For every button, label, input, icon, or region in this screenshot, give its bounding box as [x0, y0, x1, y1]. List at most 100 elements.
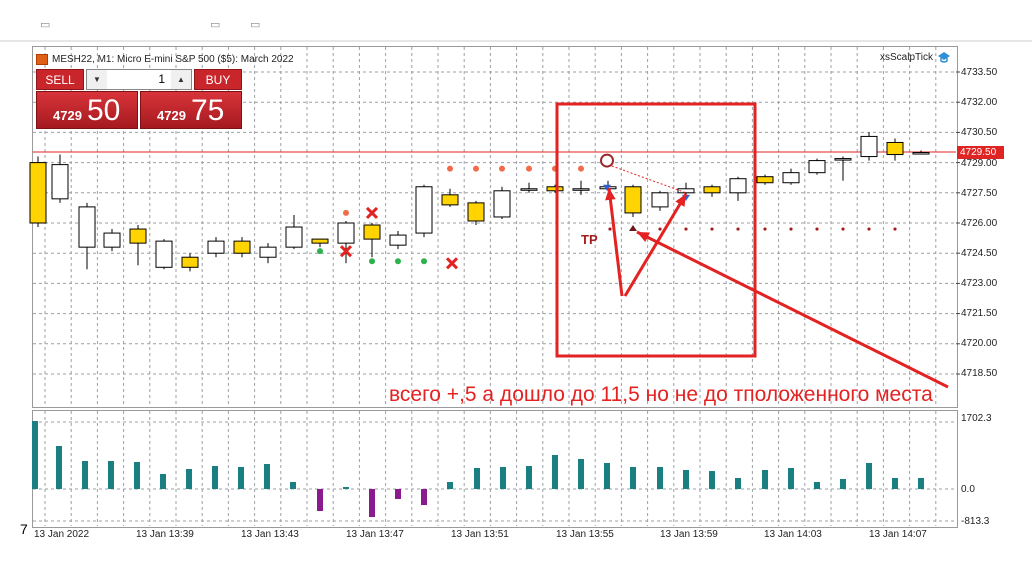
- price-scale-label: 4726.00: [961, 218, 998, 229]
- time-axis-label: 13 Jan 13:55: [556, 529, 614, 540]
- toolbar-icon[interactable]: ▭: [250, 19, 261, 31]
- price-scale-label: 4721.50: [961, 308, 998, 319]
- candle-body: [129, 228, 147, 244]
- signal-dot-sell: [526, 165, 532, 172]
- time-axis-label: 13 Jan 13:59: [660, 529, 718, 540]
- volume-bar: [918, 478, 924, 489]
- volume-bar: [343, 487, 349, 489]
- lot-increase-icon[interactable]: ▲: [171, 70, 191, 89]
- arrow-to-tp-head: [637, 232, 650, 243]
- chart-title: MESH22, M1: Micro E-mini S&P 500 ($5): M…: [52, 53, 294, 65]
- volume-bar: [290, 482, 296, 489]
- arrow-to-entry-head: [605, 188, 616, 201]
- terminal-toolbar: ▭ ▭ ▭: [0, 0, 1032, 44]
- volume-bar: [32, 421, 38, 489]
- candle-body: [441, 194, 459, 206]
- volume-bar: [814, 482, 820, 489]
- candle-body: [363, 224, 381, 240]
- candle-body: [311, 238, 329, 244]
- signal-dot-buy: [369, 258, 375, 265]
- candle-body: [259, 246, 277, 258]
- ask-price-prefix: 4729: [157, 108, 186, 123]
- candle-body: [493, 190, 511, 218]
- candle-body: [207, 240, 225, 254]
- volume-bar: [56, 446, 62, 489]
- volume-bar: [604, 463, 610, 489]
- chart-header: MESH22, M1: Micro E-mini S&P 500 ($5): M…: [36, 51, 294, 67]
- price-scale-label: 4724.50: [961, 248, 998, 259]
- tp-dot: [710, 227, 714, 231]
- time-axis-label: 13 Jan 13:51: [451, 529, 509, 540]
- volume-bar: [108, 461, 114, 489]
- volume-bar: [421, 489, 427, 505]
- price-scale-label: 4727.50: [961, 188, 998, 199]
- toolbar-separator: [0, 40, 1032, 42]
- price-scale-label: 4718.50: [961, 368, 998, 379]
- candle-body: [651, 192, 669, 208]
- close-cross-icon: [445, 257, 459, 270]
- expert-advisor-hat-icon[interactable]: [937, 51, 951, 63]
- signal-dot-sell: [578, 165, 584, 172]
- candle-body: [572, 188, 590, 191]
- volume-bar: [82, 461, 88, 489]
- lot-decrease-icon[interactable]: ▼: [87, 70, 107, 89]
- candle-body: [756, 176, 774, 184]
- candle-body: [233, 240, 251, 254]
- volume-bar: [683, 470, 689, 489]
- candle-body: [181, 256, 199, 268]
- tp-dot: [893, 227, 897, 231]
- expert-advisor-name: xsScalpTick: [880, 52, 933, 63]
- entry-arrow-icon: [603, 184, 611, 191]
- tp-arrow-icon: [629, 225, 637, 232]
- candle-body: [834, 158, 852, 161]
- candle-body: [155, 240, 173, 268]
- candle-body: [285, 226, 303, 248]
- buy-button[interactable]: BUY: [194, 69, 242, 90]
- buy-price-box[interactable]: 4729 75: [140, 91, 242, 129]
- toolbar-icon[interactable]: ▭: [210, 19, 221, 31]
- volume-bar: [578, 459, 584, 489]
- signal-dot-sell: [343, 209, 349, 216]
- volume-bar: [866, 463, 872, 489]
- sell-button[interactable]: SELL: [36, 69, 84, 90]
- time-axis-label: 13 Jan 13:39: [136, 529, 194, 540]
- signal-dot-buy: [317, 248, 323, 255]
- indicator-scale-label: 1702.3: [961, 413, 992, 424]
- arrow-to-entry: [607, 187, 624, 297]
- volume-bar: [134, 462, 140, 489]
- candle-body: [467, 202, 485, 222]
- candle-body: [103, 232, 121, 248]
- indicator-scale-label: -813.3: [961, 516, 990, 527]
- sell-price-box[interactable]: 4729 50: [36, 91, 138, 129]
- signal-dot-sell: [499, 165, 505, 172]
- volume-bar: [238, 467, 244, 489]
- lot-size-value: 1: [158, 72, 165, 86]
- volume-bar: [788, 468, 794, 489]
- arrow-to-exit: [623, 193, 688, 297]
- close-cross-icon: [339, 245, 353, 258]
- volume-bar: [447, 482, 453, 489]
- time-axis-label: 13 Jan 2022: [34, 529, 90, 540]
- volume-bar: [657, 467, 663, 489]
- current-price-tag: 4729.50: [957, 146, 1004, 159]
- time-axis-label: 13 Jan 13:47: [346, 529, 404, 540]
- candle-body: [860, 135, 878, 158]
- signal-dot-sell: [473, 165, 479, 172]
- candle-body: [415, 186, 433, 234]
- toolbar-icon[interactable]: ▭: [40, 19, 51, 31]
- candle-body: [808, 160, 826, 174]
- order-open-icon: [600, 153, 614, 168]
- trade-line: [607, 164, 687, 194]
- volume-bar: [186, 469, 192, 489]
- tp-dot: [736, 227, 740, 231]
- bid-price-prefix: 4729: [53, 108, 82, 123]
- volume-bar: [395, 489, 401, 499]
- left-edge-digit: 7: [20, 521, 28, 537]
- volume-bar: [709, 471, 715, 489]
- signal-dot-sell: [447, 165, 453, 172]
- volume-bar: [526, 466, 532, 489]
- candle-body: [78, 206, 96, 248]
- lot-size-field[interactable]: ▼ 1 ▲: [86, 69, 192, 90]
- candle-body: [520, 188, 538, 191]
